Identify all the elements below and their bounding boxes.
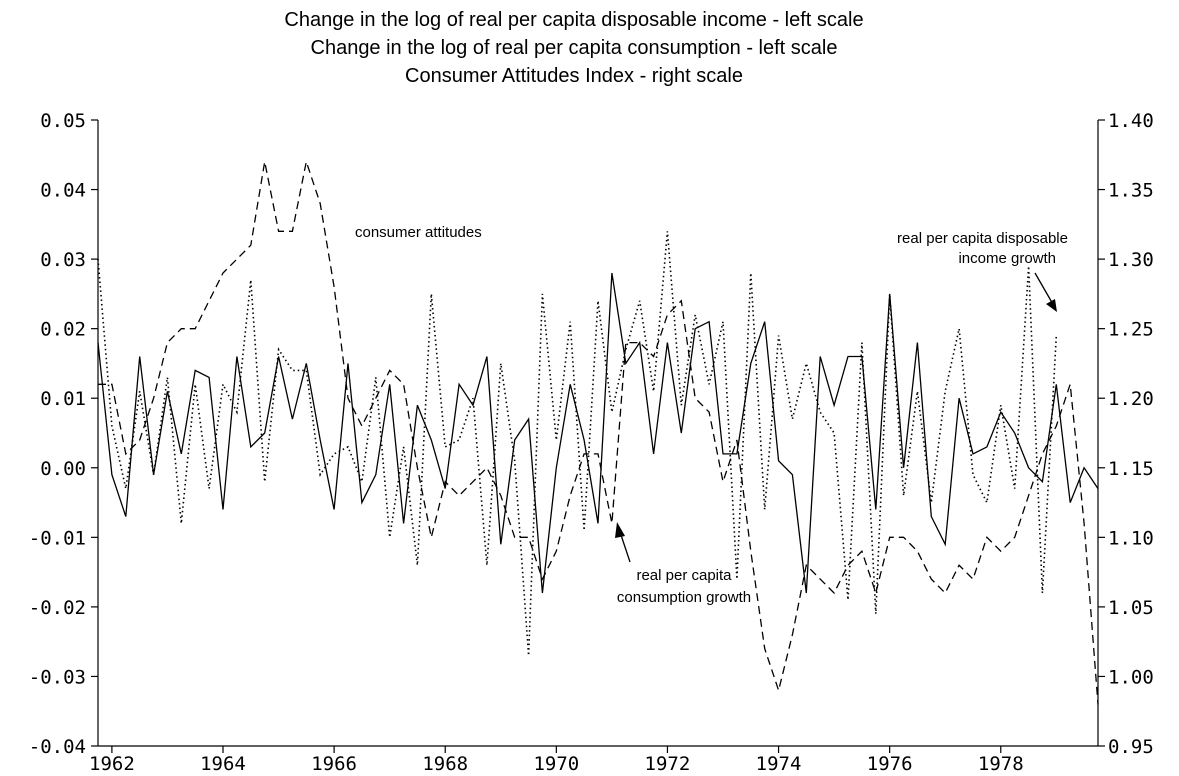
- annotation-consumer-attitudes: consumer attitudes: [355, 224, 482, 241]
- x-tick-label: 1978: [978, 753, 1024, 775]
- right-tick-label: 1.40: [1108, 110, 1154, 132]
- series-line-solid: [97, 272, 1099, 594]
- left-tick-label: 0.01: [40, 388, 86, 410]
- consumption-arrow-head: [615, 522, 625, 538]
- x-tick-label: 1964: [200, 753, 246, 775]
- left-tick-label: -0.02: [29, 597, 86, 619]
- left-tick-label: -0.01: [29, 527, 86, 549]
- right-tick-label: 1.15: [1108, 458, 1154, 480]
- right-tick-label: 1.25: [1108, 319, 1154, 341]
- annotation-income-line-1: real per capita disposable: [897, 230, 1068, 247]
- annotation-consumption-line-2: consumption growth: [617, 589, 751, 606]
- x-tick-label: 1970: [533, 753, 579, 775]
- series-group: [97, 159, 1099, 705]
- chart-title-line-2: Change in the log of real per capita con…: [311, 37, 838, 59]
- x-tick-label: 1966: [311, 753, 357, 775]
- right-tick-label: 1.30: [1108, 249, 1154, 271]
- annotation-consumption-line-1: real per capita: [636, 567, 732, 584]
- x-tick-label: 1962: [89, 753, 135, 775]
- left-tick-label: -0.03: [29, 666, 86, 688]
- income-arrow-head: [1046, 299, 1057, 312]
- right-tick-label: 1.05: [1108, 597, 1154, 619]
- right-tick-label: 1.00: [1108, 666, 1154, 688]
- left-tick-label: -0.04: [29, 736, 86, 758]
- left-tick-label: 0.03: [40, 249, 86, 271]
- chart-title-line-1: Change in the log of real per capita dis…: [284, 9, 863, 31]
- left-axis-ticks: 0.05 0.04 0.03 0.02 0.01 0.00 -0.01 -0.02 -0.03 -…: [29, 110, 98, 758]
- left-tick-label: 0.05: [40, 110, 86, 132]
- series-line-dashed: [98, 159, 1099, 705]
- income-arrow-line: [1034, 272, 1055, 307]
- x-tick-label: 1972: [645, 753, 691, 775]
- consumption-arrow-line: [619, 531, 631, 563]
- chart-title-line-3: Consumer Attitudes Index - right scale: [405, 65, 743, 87]
- left-tick-label: 0.00: [40, 458, 86, 480]
- series-line-dotted: [97, 231, 1058, 656]
- annotation-income-line-2: income growth: [958, 250, 1056, 267]
- right-tick-label: 1.35: [1108, 180, 1154, 202]
- right-tick-label: 1.20: [1108, 388, 1154, 410]
- x-tick-label: 1976: [867, 753, 913, 775]
- left-tick-label: 0.04: [40, 180, 86, 202]
- chart-title: Change in the log of real per capita dis…: [284, 9, 863, 87]
- left-tick-label: 0.02: [40, 319, 86, 341]
- right-axis-ticks: 1.40 1.35 1.30 1.25 1.20 1.15 1.10 1.05 1.00 0.95: [1098, 110, 1154, 758]
- x-tick-label: 1974: [756, 753, 802, 775]
- annotations: consumer attitudes real per capita dispo…: [355, 224, 1068, 606]
- x-tick-label: 1968: [422, 753, 468, 775]
- plot-frame: [97, 120, 1099, 747]
- right-tick-label: 0.95: [1108, 736, 1154, 758]
- right-tick-label: 1.10: [1108, 527, 1154, 549]
- x-axis-ticks: 1962 1964 1966 1968 1970 1972 1974 1976 1978: [89, 746, 1024, 775]
